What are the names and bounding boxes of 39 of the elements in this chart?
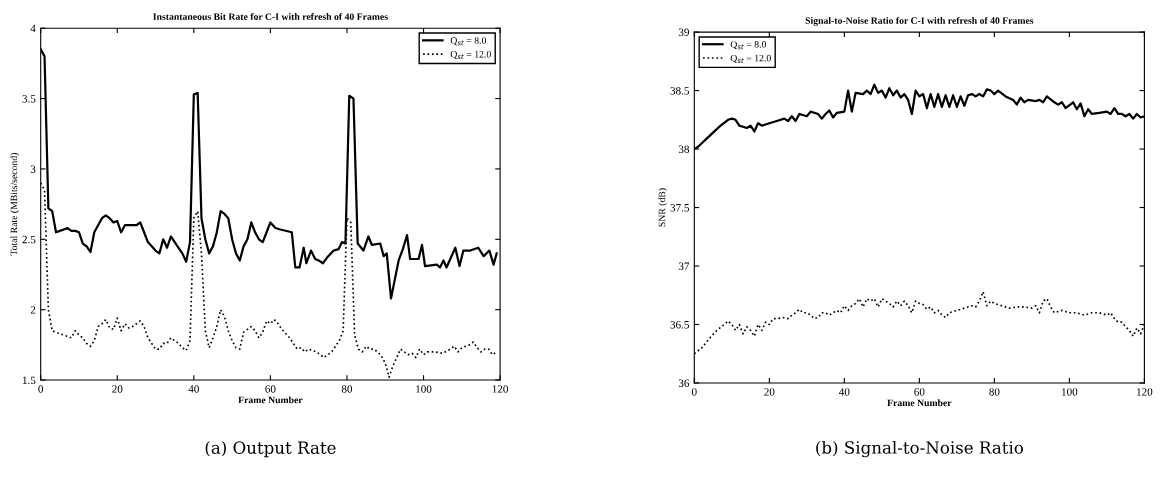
legend-label: Q$_{st}$ = 12.0 (450, 50, 491, 60)
text: (a) Output Rate (205, 441, 336, 458)
y-tick-label: 38 (678, 145, 690, 153)
y-tick-label: 4 (30, 24, 36, 33)
y-tick-label: 37.5 (670, 204, 690, 212)
y-axis-title: Total Rate (MBits/second) (10, 153, 20, 256)
x-axis-title: Frame Number (238, 396, 303, 404)
y-tick-label: 37 (678, 262, 690, 270)
x-tick-label: 40 (188, 385, 199, 393)
x-tick-label: 100 (416, 385, 432, 393)
x-tick-label: 20 (764, 388, 775, 396)
x-tick-label: 0 (691, 388, 697, 396)
x-tick-label: 60 (265, 385, 276, 393)
x-tick-label: 80 (341, 385, 353, 393)
x-tick-label: 20 (112, 385, 123, 393)
y-tick-label: 38.5 (670, 87, 690, 95)
text: (b) Signal-to-Noise Ratio (816, 440, 1023, 458)
x-tick-label: 120 (492, 385, 508, 393)
x-tick-label: 60 (914, 388, 925, 396)
y-tick-label: 36 (678, 379, 690, 387)
y-tick-label: 1.5 (22, 376, 36, 385)
legend-label: Q$_{st}$ = 12.0 (730, 54, 771, 64)
y-tick-label: 36.5 (670, 320, 690, 329)
y-tick-label: 39 (678, 28, 689, 37)
y-tick-label: 3 (30, 165, 36, 173)
chart-title: Signal-to-Noise Ratio for C-I with refresh of 40 Frames (805, 16, 1034, 26)
legend-label: Q$_{st}$ = 8.0 (450, 37, 487, 46)
y-tick-label: 2 (30, 306, 36, 314)
x-tick-label: 80 (989, 388, 1000, 396)
y-tick-label: 2.5 (22, 235, 36, 244)
x-tick-label: 120 (1137, 388, 1153, 396)
chart-title: Instantaneous Bit Rate for C-I with refresh of 40 Frames (153, 13, 388, 20)
x-tick-label: 0 (38, 385, 44, 393)
y-tick-label: 3.5 (22, 95, 36, 103)
x-tick-label: 100 (1062, 388, 1078, 396)
x-tick-label: 40 (839, 388, 850, 396)
y-axis-title: SNR (dB) (658, 188, 668, 227)
x-axis-title: Frame Number (887, 399, 952, 407)
legend-label: Q$_{st}$ = 8.0 (730, 41, 766, 50)
